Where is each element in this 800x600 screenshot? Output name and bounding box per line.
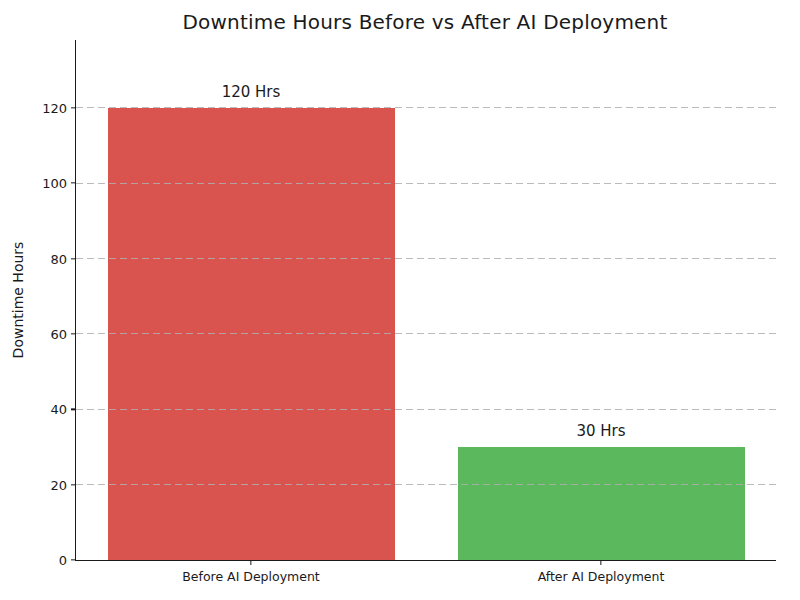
- chart-title: Downtime Hours Before vs After AI Deploy…: [75, 10, 775, 34]
- y-tick-mark: [71, 559, 76, 560]
- x-tick-label: After AI Deployment: [538, 569, 665, 584]
- gridline: [76, 484, 776, 485]
- y-tick-label: 60: [50, 326, 67, 341]
- y-tick-label: 20: [50, 477, 67, 492]
- y-tick-label: 80: [50, 251, 67, 266]
- y-tick-label: 100: [42, 176, 67, 191]
- x-tick-mark: [600, 560, 601, 565]
- x-tick-mark: [250, 560, 251, 565]
- y-tick-label: 40: [50, 402, 67, 417]
- gridline: [76, 183, 776, 184]
- y-tick-label: 120: [42, 100, 67, 115]
- bar-chart-figure: Downtime Hours Before vs After AI Deploy…: [0, 0, 800, 600]
- gridline: [76, 258, 776, 259]
- bar-value-label: 120 Hrs: [222, 83, 281, 101]
- gridline: [76, 333, 776, 334]
- bar-after-ai-deployment: [458, 447, 745, 560]
- gridline: [76, 107, 776, 108]
- bar-value-label: 30 Hrs: [576, 422, 625, 440]
- gridline: [76, 409, 776, 410]
- y-tick-label: 0: [59, 553, 67, 568]
- x-tick-label: Before AI Deployment: [182, 569, 320, 584]
- y-axis-label: Downtime Hours: [10, 242, 26, 359]
- plot-area: 020406080100120120 HrsBefore AI Deployme…: [75, 40, 776, 561]
